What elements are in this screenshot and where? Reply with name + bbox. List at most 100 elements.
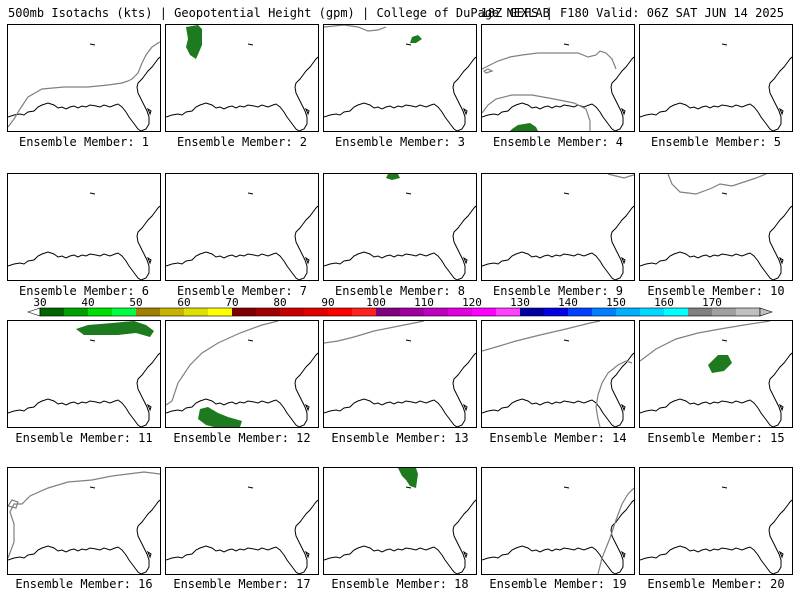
colorbar-swatch: [88, 308, 113, 316]
colorbar-swatch: [496, 308, 521, 316]
ensemble-member-label: Ensemble Member: 18: [331, 577, 469, 591]
colorbar-swatch: [256, 308, 281, 316]
florida-east-coastline: [768, 352, 792, 427]
ensemble-member-panel: [165, 467, 319, 575]
isotach-fill-region: [510, 123, 538, 131]
member-map: [482, 486, 634, 574]
map-header: 500mb Isotachs (kts) | Geopotential Heig…: [0, 0, 800, 22]
member-map: [324, 468, 476, 574]
run-valid-time: 18Z GEFS | F180 Valid: 06Z SAT JUN 14 20…: [480, 6, 784, 20]
height-contour: [482, 321, 601, 352]
gulf-coastline: [166, 102, 300, 131]
height-contour: [324, 25, 387, 32]
coastline-detail: [721, 43, 728, 46]
member-map: [8, 321, 160, 427]
colorbar-swatch: [64, 308, 89, 316]
member-map: [640, 321, 792, 427]
colorbar-tick-label: 40: [81, 296, 94, 309]
coastline-detail: [778, 550, 784, 559]
ensemble-member-panel: [639, 173, 793, 281]
coastline-detail: [247, 192, 254, 195]
coastline-detail: [304, 256, 310, 265]
ensemble-member-label: Ensemble Member: 1: [18, 135, 150, 149]
coastline-detail: [146, 550, 152, 559]
member-map: [482, 174, 634, 280]
colorbar-swatch: [640, 308, 665, 316]
gulf-coastline: [8, 545, 142, 574]
isotach-colorbar: 30 40 50 60 70 80 90 100 110 120 130 140 150 160 170: [0, 296, 800, 320]
gulf-coastline: [640, 251, 774, 280]
ensemble-member-panel: [323, 320, 477, 428]
ensemble-member-label: Ensemble Member: 7: [176, 284, 308, 298]
colorbar-swatch: [712, 308, 737, 316]
coastline-detail: [247, 486, 254, 489]
coastline-detail: [89, 486, 96, 489]
ensemble-member-label: Ensemble Member: 19: [489, 577, 627, 591]
ensemble-member-panel: [481, 467, 635, 575]
member-map: [324, 174, 476, 280]
colorbar-swatch: [736, 308, 761, 316]
colorbar-tick-label: 160: [654, 296, 674, 309]
gulf-coastline: [640, 102, 774, 131]
gulf-coastline: [640, 398, 774, 427]
coastline-detail: [304, 550, 310, 559]
colorbar-tick-label: 60: [177, 296, 190, 309]
member-map: [166, 25, 318, 131]
colorbar-tick-label: 170: [702, 296, 722, 309]
ensemble-member-label: Ensemble Member: 3: [334, 135, 466, 149]
height-contour: [640, 321, 771, 362]
colorbar-left-arrow: [27, 307, 41, 317]
member-map: [324, 25, 476, 131]
florida-east-coastline: [136, 205, 160, 280]
colorbar-swatch: [280, 308, 305, 316]
ensemble-member-label: Ensemble Member: 16: [15, 577, 153, 591]
colorbar-swatch: [136, 308, 161, 316]
colorbar-swatch: [184, 308, 209, 316]
gulf-coastline: [166, 398, 300, 427]
coastline-detail: [620, 107, 626, 116]
colorbar-swatch: [208, 308, 233, 316]
ensemble-member-panel: [323, 467, 477, 575]
coastline-detail: [405, 192, 412, 195]
colorbar-tick-label: 120: [462, 296, 482, 309]
isotach-fill-region: [410, 35, 422, 43]
colorbar-swatch: [352, 308, 377, 316]
height-contour: [595, 360, 633, 427]
colorbar-swatch: [592, 308, 617, 316]
ensemble-member-label: Ensemble Member: 14: [489, 431, 627, 445]
colorbar-swatch: [616, 308, 641, 316]
height-contour: [482, 94, 591, 131]
coastline-detail: [146, 107, 152, 116]
colorbar-swatch: [40, 308, 65, 316]
gulf-coastline: [482, 251, 616, 280]
coastline-detail: [405, 339, 412, 342]
isotach-fill-region: [198, 407, 242, 427]
member-map: [8, 41, 160, 131]
gulf-coastline: [640, 545, 774, 574]
ensemble-member-panel: [7, 467, 161, 575]
ensemble-member-label: Ensemble Member: 9: [492, 284, 624, 298]
colorbar-swatch: [544, 308, 569, 316]
map-title: 500mb Isotachs (kts) | Geopotential Heig…: [8, 6, 550, 20]
coastline-detail: [778, 107, 784, 116]
isotach-fill-region: [186, 25, 202, 59]
ensemble-member-label: Ensemble Member: 12: [173, 431, 311, 445]
coastline-detail: [462, 107, 468, 116]
height-contour: [667, 174, 767, 195]
coastline-detail: [462, 403, 468, 412]
colorbar-tick-label: 130: [510, 296, 530, 309]
coastline-detail: [462, 256, 468, 265]
coastline-detail: [620, 256, 626, 265]
gulf-coastline: [324, 102, 458, 131]
ensemble-member-label: Ensemble Member: 2: [176, 135, 308, 149]
coastline-detail: [563, 192, 570, 195]
florida-east-coastline: [294, 352, 318, 427]
colorbar-swatch: [424, 308, 449, 316]
ensemble-member-label: Ensemble Member: 20: [647, 577, 785, 591]
height-contour: [8, 471, 160, 559]
coastline-detail: [247, 43, 254, 46]
florida-east-coastline: [294, 205, 318, 280]
florida-east-coastline: [136, 352, 160, 427]
colorbar-swatch: [112, 308, 137, 316]
ensemble-member-panel: [165, 173, 319, 281]
